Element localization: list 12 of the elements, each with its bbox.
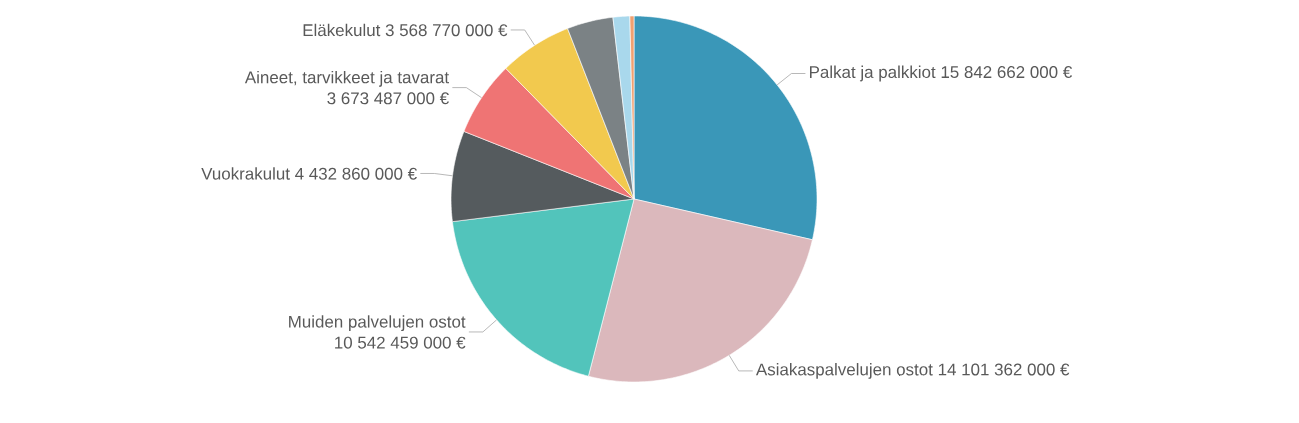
- slice-label: Aineet, tarvikkeet ja tavarat: [244, 70, 449, 87]
- data-label: 14 101 362 000 €: [938, 363, 1070, 376]
- slice-label: Vuokrakulut: [201, 167, 290, 180]
- data-label: 3 673 487 000 €: [327, 92, 449, 105]
- data-label: 10 542 459 000 €: [335, 336, 466, 349]
- slice-label: Palkat ja palkkiot: [810, 65, 936, 82]
- slice-label: Eläkekulut: [303, 23, 381, 37]
- data-label: 15 842 662 000 €: [941, 66, 1072, 79]
- slice-label: Muiden palvelujen ostot: [289, 315, 466, 332]
- slice-label: Asiakaspalvelujen ostot: [755, 363, 933, 379]
- data-label: 4 432 860 000 €: [295, 167, 417, 180]
- data-label: 3 568 770 000 €: [385, 24, 508, 37]
